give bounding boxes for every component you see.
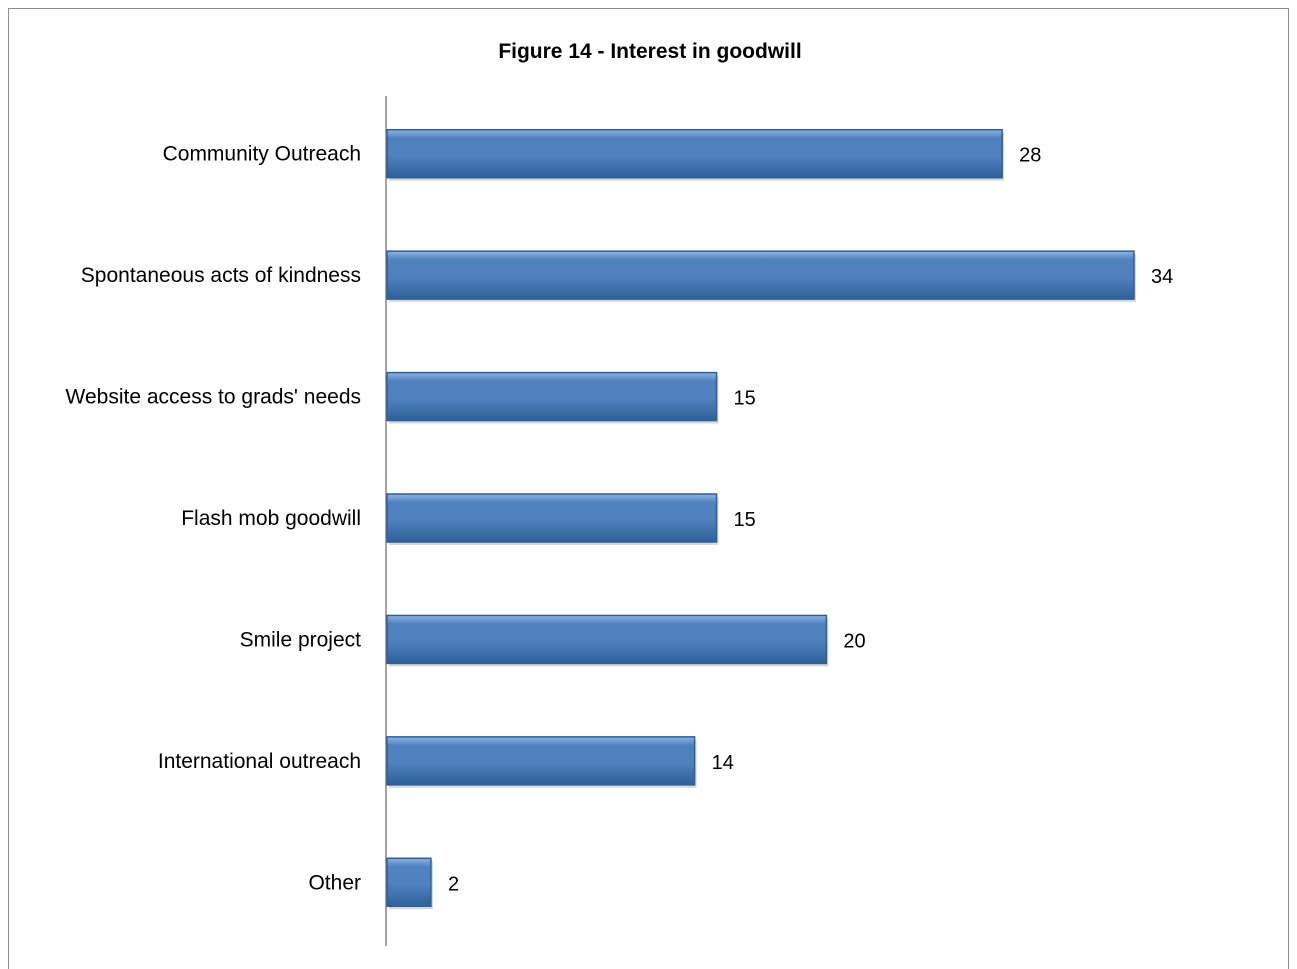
chart-title: Figure 14 - Interest in goodwill	[498, 40, 801, 63]
bar	[386, 371, 718, 422]
bar	[386, 614, 828, 665]
bar	[386, 250, 1135, 300]
data-label: 20	[843, 630, 865, 652]
category-label: Smile project	[240, 628, 362, 651]
bar	[386, 128, 1003, 179]
bar	[386, 857, 432, 908]
data-label: 14	[712, 752, 734, 774]
data-label: 2	[448, 873, 459, 895]
bar	[386, 736, 696, 786]
category-label: Community Outreach	[163, 143, 361, 166]
data-label: 28	[1019, 145, 1041, 167]
data-label: 34	[1151, 266, 1173, 288]
data-label: 15	[734, 388, 756, 410]
category-label: Flash mob goodwill	[181, 507, 361, 530]
category-label: Other	[308, 871, 361, 894]
category-label: Website access to grads' needs	[66, 386, 361, 409]
bar	[386, 493, 718, 543]
bars-group: Community Outreach 28 Spontaneous acts of …	[66, 128, 1173, 910]
data-label: 15	[734, 509, 756, 531]
category-label: Spontaneous acts of kindness	[81, 264, 361, 287]
category-label: International outreach	[158, 750, 361, 773]
